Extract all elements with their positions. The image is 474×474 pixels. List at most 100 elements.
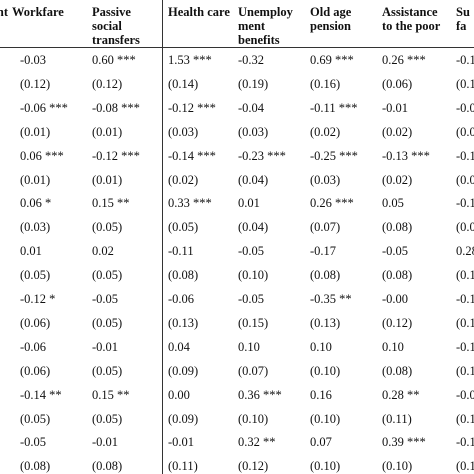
table-cell: (0.05) [92, 220, 123, 235]
header-cell: Workfare [12, 5, 64, 19]
table-cell: (0.03) [168, 124, 199, 139]
table-cell: (0.05) [92, 315, 123, 330]
table-cell: 0.39 *** [382, 435, 426, 450]
table-cell: -0.1 [456, 53, 474, 67]
header-cell: Assistance [382, 5, 438, 19]
table-cell: -0.32 [238, 53, 265, 67]
table-cell: -0.05 [92, 292, 119, 306]
table-cell: -0.14 *** [168, 148, 216, 163]
table-cell: (0.0 [456, 172, 474, 187]
table-cell: -0.35 ** [310, 292, 352, 306]
table-cell: 1.53 *** [168, 53, 212, 67]
table-cell: (0.05) [168, 220, 199, 235]
header-cell: pension [310, 19, 351, 33]
header-cell: to the poor [382, 19, 441, 33]
table-cell: 0.07 [310, 435, 332, 450]
table-cell: -0.1 [456, 148, 474, 163]
table-cell: (0.08) [382, 363, 413, 378]
table-cell: -0.00 [382, 292, 409, 306]
table-cell: (0.08) [92, 459, 123, 474]
table-cell: (0.08) [168, 268, 199, 283]
table-cell: 0.02 [92, 244, 114, 259]
table-cell: (0.10) [310, 459, 341, 474]
table-cell: (0.05) [92, 363, 123, 378]
table-cell: -0.0 [456, 387, 474, 402]
table-cell: 0.05 [382, 196, 404, 211]
table-cell: -0.1 [456, 196, 474, 211]
table-cell: -0.23 *** [238, 148, 286, 163]
table-cell: -0.01 [92, 339, 119, 354]
table-cell: 0.33 *** [168, 196, 212, 211]
table-cell: -0.08 *** [92, 100, 140, 115]
table-cell: (0.1 [456, 268, 474, 283]
table-cell: (0.05) [92, 411, 123, 426]
table-cell: (0.08) [20, 459, 51, 474]
table-cell: (0.10) [310, 411, 341, 426]
table-cell: 0.36 *** [238, 387, 282, 402]
table-cell: -0.05 [382, 244, 409, 259]
table-cell: (0.04) [238, 172, 269, 187]
table-cell: (0.12) [20, 76, 51, 91]
table-cell: 0.15 ** [92, 196, 130, 211]
table-cell: (0.01) [20, 172, 51, 187]
header-rule [0, 47, 474, 48]
table-cell: 0.26 *** [382, 53, 426, 67]
table-cell: (0.05) [92, 268, 123, 283]
table-cell: (0.16) [310, 76, 341, 91]
table-cell: 0.04 [168, 339, 190, 354]
table-cell: (0.15) [238, 315, 269, 330]
table-cell: 0.16 [310, 387, 332, 402]
table-cell: (0.07) [238, 363, 269, 378]
table-cell: -0.12 * [20, 292, 56, 306]
table-cell: -0.01 [92, 435, 119, 450]
table-cell: (0.1 [456, 459, 474, 474]
header-cell: Old age [310, 5, 352, 19]
table-cell: (0.14) [168, 76, 199, 91]
table-cell: (0.01) [92, 172, 123, 187]
table-cell: -0.14 ** [20, 387, 62, 402]
table-cell: (0.04) [238, 220, 269, 235]
table-cell: (0.12) [92, 76, 123, 91]
table-cell: (0.10) [238, 411, 269, 426]
table-cell: (0.1 [456, 411, 474, 426]
table-cell: (0.01) [92, 124, 123, 139]
table-cell: -0.17 [310, 244, 337, 259]
table-cell: (0.07) [310, 220, 341, 235]
table-cell: 0.06 *** [20, 148, 64, 163]
header-cell: transfers [92, 33, 140, 47]
table-cell: -0.06 [20, 339, 47, 354]
table-cell: (0.13) [168, 315, 199, 330]
header-cell: benefits [238, 33, 280, 47]
table-cell: -0.01 [168, 435, 195, 450]
table-cell: 0.28 ** [382, 387, 420, 402]
table-cell: (0.11) [382, 411, 412, 426]
header-cell: Unemploy [238, 5, 293, 19]
table-cell: (0.1 [456, 363, 474, 378]
table-cell: 0.26 *** [310, 196, 354, 211]
table-cell: (0.06) [382, 76, 413, 91]
table-cell: 0.10 [238, 339, 260, 354]
table-cell: 0.60 *** [92, 53, 136, 67]
table-cell: (0.09) [168, 363, 199, 378]
table-cell: 0.69 *** [310, 53, 354, 67]
header-cell: nt [0, 5, 8, 19]
table-cell: -0.1 [456, 435, 474, 450]
table-cell: (0.03) [238, 124, 269, 139]
table-cell: -0.06 [168, 292, 195, 306]
table-cell: 0.10 [382, 339, 404, 354]
table-cell: -0.03 [20, 53, 47, 67]
table-cell: -0.25 *** [310, 148, 358, 163]
table-cell: (0.02) [382, 172, 413, 187]
header-cell: fa [456, 19, 467, 33]
table-cell: (0.11) [168, 459, 198, 474]
table-cell: (0.08) [382, 220, 413, 235]
table-cell: (0.01) [20, 124, 51, 139]
table-cell: -0.05 [238, 244, 265, 259]
header-cell: Su [456, 5, 470, 19]
table-cell: (0.10) [238, 268, 269, 283]
table-cell: -0.05 [238, 292, 265, 306]
table-cell: -0.12 *** [168, 100, 216, 115]
table-cell: (0.02) [168, 172, 199, 187]
table-cell: (0.0 [456, 220, 474, 235]
